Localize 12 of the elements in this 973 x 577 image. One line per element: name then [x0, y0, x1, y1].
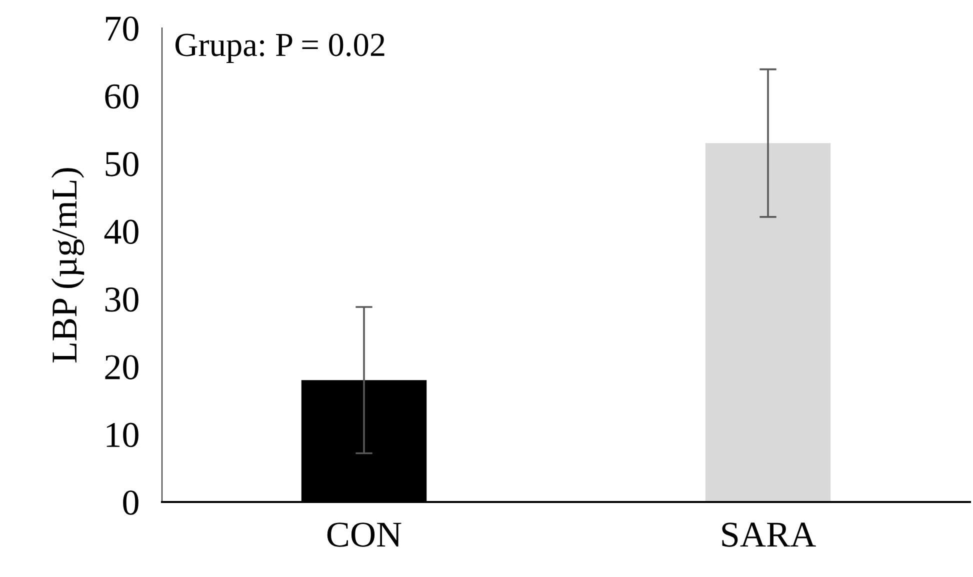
y-tick-label: 60 — [105, 84, 138, 109]
y-tick-label: 40 — [104, 220, 138, 244]
y-tick-label: 70 — [106, 16, 138, 41]
y-axis-title: LBP (µg/mL) — [51, 168, 84, 362]
y-tick-label: 0 — [123, 490, 138, 515]
x-tick-label: CON — [327, 522, 402, 547]
y-tick-label: 50 — [106, 152, 138, 176]
y-tick-label: 20 — [105, 355, 138, 380]
annotation: Grupa: P = 0.02 — [175, 34, 384, 63]
y-tick-label: 10 — [106, 422, 138, 448]
y-tick-label: 30 — [105, 287, 138, 312]
x-tick-label: SARA — [722, 522, 816, 547]
